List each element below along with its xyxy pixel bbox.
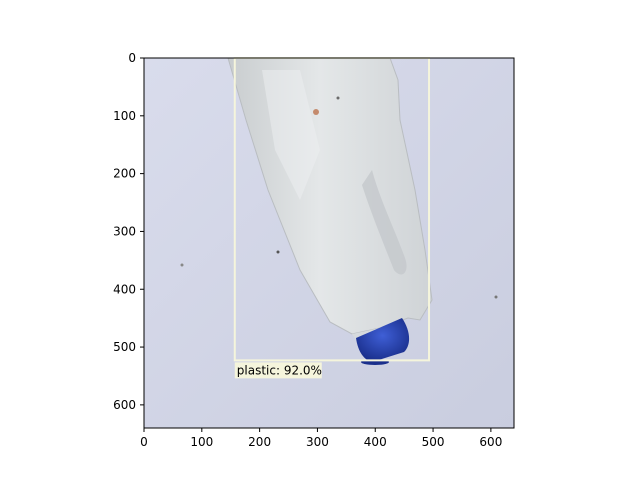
y-tick-label: 300 — [113, 224, 136, 238]
x-tick-label: 200 — [248, 435, 271, 449]
y-tick-label: 200 — [113, 167, 136, 181]
speck — [276, 250, 280, 254]
detection-label-background — [234, 362, 322, 379]
y-tick-label: 0 — [128, 51, 136, 65]
x-tick-label: 600 — [479, 435, 502, 449]
bottle-handle-shadow — [362, 170, 407, 275]
x-tick-label: 400 — [364, 435, 387, 449]
speck — [313, 109, 319, 115]
detection-label: plastic: 92.0% — [237, 363, 322, 377]
x-tick-label: 500 — [422, 435, 445, 449]
y-tick-label: 600 — [113, 398, 136, 412]
bottle-highlight — [262, 70, 320, 200]
speck — [180, 263, 184, 267]
y-tick-label: 500 — [113, 340, 136, 354]
photo-image — [144, 58, 514, 428]
axes-frame — [143, 57, 515, 429]
x-tick-label: 100 — [190, 435, 213, 449]
y-tick-label: 400 — [113, 282, 136, 296]
y-axis: 0 100 200 300 400 500 600 — [113, 51, 144, 412]
x-tick-label: 0 — [140, 435, 148, 449]
speck — [494, 295, 498, 299]
x-axis: 0 100 200 300 400 500 600 — [140, 428, 502, 449]
x-tick-label: 300 — [306, 435, 329, 449]
y-tick-label: 100 — [113, 109, 136, 123]
speck — [336, 96, 340, 100]
